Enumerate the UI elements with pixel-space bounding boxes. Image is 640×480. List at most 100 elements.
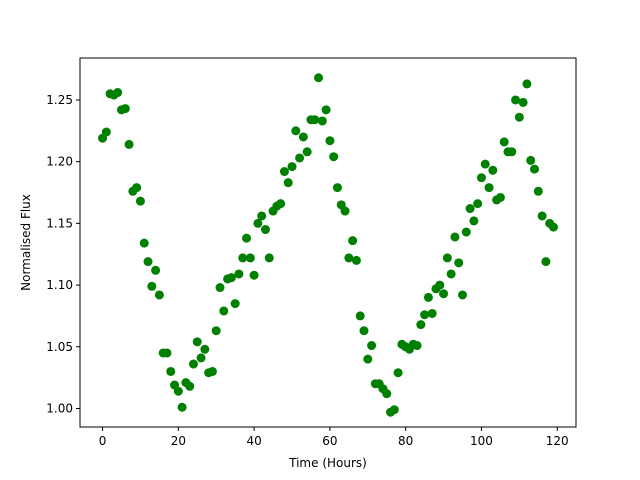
data-point <box>454 258 464 268</box>
data-point <box>495 192 505 202</box>
x-tick-label: 0 <box>99 434 107 448</box>
data-point <box>548 222 558 232</box>
data-point <box>412 341 422 351</box>
data-point <box>526 155 536 165</box>
data-point <box>276 199 286 209</box>
data-point <box>226 273 236 283</box>
data-point <box>245 253 255 263</box>
data-point <box>132 183 142 193</box>
data-point <box>393 368 403 378</box>
data-point <box>135 196 145 206</box>
data-point <box>257 211 267 221</box>
data-point <box>298 132 308 142</box>
data-point <box>151 265 161 275</box>
data-point <box>507 147 517 157</box>
y-axis-label: Normalised Flux <box>19 194 33 291</box>
data-point <box>332 183 342 193</box>
data-point <box>283 178 293 188</box>
data-point <box>310 115 320 125</box>
data-point <box>537 211 547 221</box>
data-point <box>317 116 327 126</box>
data-point <box>522 79 532 89</box>
y-axis: 1.00 1.05 1.10 1.15 1.20 1.25 <box>46 93 80 415</box>
data-point <box>219 306 229 316</box>
y-tick-label: 1.25 <box>46 93 73 107</box>
data-point <box>329 152 339 162</box>
data-point <box>287 162 297 172</box>
data-point <box>211 326 221 336</box>
data-point <box>188 359 198 369</box>
x-tick-label: 100 <box>470 434 493 448</box>
x-axis-label: Time (Hours) <box>288 456 367 470</box>
data-point <box>450 232 460 242</box>
y-tick-label: 1.05 <box>46 340 73 354</box>
y-tick-label: 1.20 <box>46 155 73 169</box>
data-point <box>162 348 172 358</box>
data-point <box>423 292 433 302</box>
data-points <box>98 73 558 417</box>
data-point <box>488 165 498 175</box>
data-point <box>154 290 164 300</box>
x-tick-label: 20 <box>171 434 186 448</box>
data-point <box>200 344 210 354</box>
data-point <box>302 147 312 157</box>
data-point <box>101 127 111 137</box>
data-point <box>484 183 494 193</box>
data-point <box>514 112 524 122</box>
data-point <box>314 73 324 83</box>
data-point <box>234 269 244 279</box>
data-point <box>499 137 509 147</box>
plot-frame <box>79 57 577 428</box>
x-tick-label: 120 <box>546 434 569 448</box>
data-point <box>173 386 183 396</box>
data-point <box>238 253 248 263</box>
data-point <box>439 289 449 299</box>
data-point <box>351 255 361 265</box>
data-point <box>480 159 490 169</box>
data-point <box>139 238 149 248</box>
data-point <box>359 326 369 336</box>
data-point <box>420 310 430 320</box>
data-point <box>348 236 358 246</box>
data-point <box>533 186 543 196</box>
y-tick-label: 1.00 <box>46 401 73 415</box>
data-point <box>321 105 331 115</box>
y-tick-label: 1.10 <box>46 278 73 292</box>
data-point <box>416 320 426 330</box>
data-point <box>340 206 350 216</box>
data-point <box>442 253 452 263</box>
data-point <box>185 381 195 391</box>
data-point <box>196 353 206 363</box>
data-point <box>446 269 456 279</box>
data-point <box>325 136 335 146</box>
data-point <box>458 290 468 300</box>
data-point <box>113 88 123 98</box>
data-point <box>427 308 437 318</box>
data-point <box>469 216 479 226</box>
data-point <box>465 204 475 214</box>
data-point <box>541 257 551 267</box>
data-point <box>260 225 270 235</box>
data-point <box>518 97 528 107</box>
data-point <box>530 164 540 174</box>
data-point <box>242 233 252 243</box>
data-point <box>230 299 240 309</box>
x-tick-label: 60 <box>322 434 337 448</box>
data-point <box>249 270 259 280</box>
data-point <box>192 337 202 347</box>
data-point <box>166 366 176 376</box>
data-point <box>147 281 157 291</box>
data-point <box>382 389 392 399</box>
x-tick-label: 40 <box>246 434 261 448</box>
data-point <box>291 126 301 136</box>
data-point <box>476 173 486 183</box>
data-point <box>435 280 445 290</box>
data-point <box>215 283 225 293</box>
data-point <box>473 199 483 209</box>
data-point <box>367 341 377 351</box>
data-point <box>344 253 354 263</box>
data-point <box>120 104 130 114</box>
data-point <box>143 257 153 267</box>
